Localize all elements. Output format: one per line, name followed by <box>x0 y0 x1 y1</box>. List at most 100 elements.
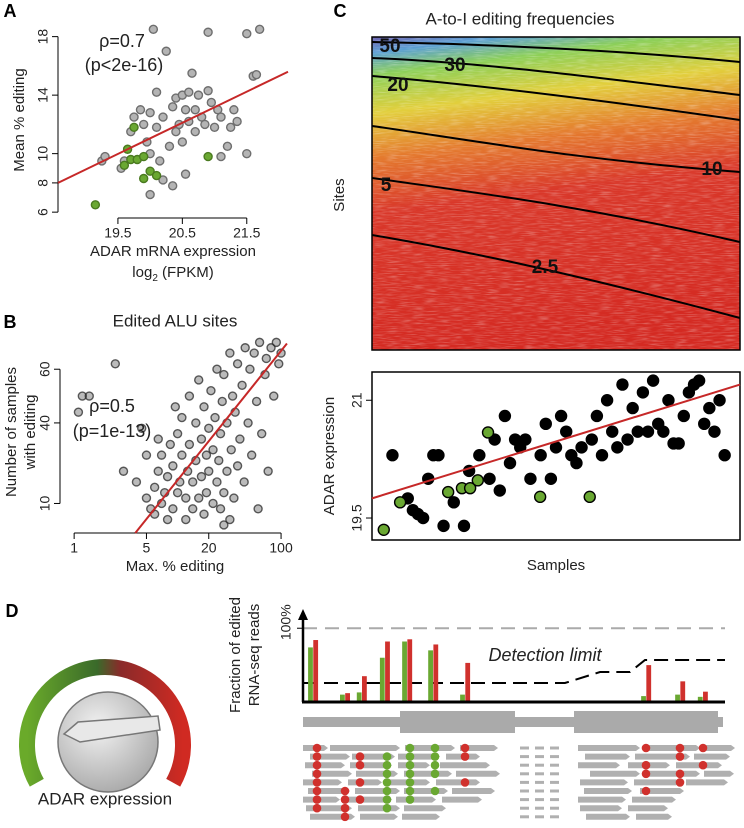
point <box>386 449 399 462</box>
point <box>261 353 272 364</box>
point <box>219 488 229 498</box>
plot-frame <box>371 371 741 541</box>
read-gap <box>535 746 544 750</box>
edit-site <box>312 795 322 804</box>
edit-site <box>405 778 415 787</box>
point <box>206 97 217 108</box>
read-gap <box>550 763 559 767</box>
read <box>578 745 640 751</box>
bar <box>641 696 646 702</box>
point <box>190 105 200 115</box>
unit-sub: 2 <box>152 273 158 284</box>
point <box>243 418 253 428</box>
point <box>151 170 162 181</box>
edit-site <box>382 778 392 787</box>
point <box>201 450 212 460</box>
edit-site <box>340 812 350 822</box>
contour-line <box>371 57 741 96</box>
point <box>524 472 537 485</box>
point <box>226 445 236 455</box>
point <box>172 488 183 498</box>
edit-site <box>675 778 685 787</box>
read-gap <box>520 815 529 819</box>
point <box>235 434 245 444</box>
fit-line <box>57 70 289 184</box>
point <box>481 426 495 439</box>
point <box>181 493 191 503</box>
edit-site <box>340 795 350 804</box>
edit-site <box>430 743 440 753</box>
y-tick-label: 10 <box>37 495 53 511</box>
point <box>200 119 210 130</box>
y-tick-label: 6 <box>35 208 51 216</box>
panel-label: B <box>4 312 17 332</box>
point <box>187 68 197 78</box>
edit-site <box>405 743 415 753</box>
read-gap <box>550 798 559 802</box>
point <box>377 523 390 536</box>
point <box>196 434 207 444</box>
point <box>239 477 249 487</box>
bar <box>340 694 345 702</box>
unit-text: log <box>132 264 152 281</box>
read-gap <box>520 755 529 759</box>
point <box>590 409 604 423</box>
read <box>640 788 684 794</box>
point <box>153 466 163 476</box>
bar <box>407 639 413 702</box>
point <box>129 122 139 133</box>
edit-site <box>698 743 708 753</box>
point <box>138 151 149 162</box>
edit-site <box>312 786 322 796</box>
point <box>77 391 88 401</box>
point <box>225 122 236 133</box>
heatmap-frame <box>371 36 741 351</box>
point <box>266 343 276 353</box>
point <box>208 445 218 455</box>
point <box>138 119 149 130</box>
point <box>168 504 178 514</box>
bar <box>697 696 703 702</box>
read-gap <box>520 746 529 750</box>
point <box>153 434 163 444</box>
knob-arc <box>19 659 191 787</box>
y-tick-label: 60 <box>37 361 53 377</box>
point <box>237 380 247 391</box>
read <box>636 813 672 820</box>
edit-site <box>312 803 322 813</box>
point <box>165 439 176 450</box>
point <box>672 437 685 450</box>
point <box>199 402 209 412</box>
point <box>249 348 259 358</box>
x-tick-label: 20.5 <box>169 225 196 241</box>
x-tick-label: 20 <box>201 540 217 556</box>
point <box>212 364 222 374</box>
point <box>242 29 252 39</box>
read <box>303 779 342 786</box>
edit-site <box>405 786 415 796</box>
point <box>184 87 194 97</box>
point <box>145 107 155 118</box>
point <box>544 472 558 485</box>
point <box>158 175 168 185</box>
point <box>595 449 609 462</box>
point <box>151 122 162 133</box>
point <box>141 493 152 503</box>
y-axis-label: with editing <box>22 394 39 470</box>
point <box>483 472 496 485</box>
y-tick-label: 21 <box>349 392 365 408</box>
read <box>355 788 400 794</box>
detection-limit <box>303 659 725 684</box>
unit-rest: (FPKM) <box>158 264 214 281</box>
read-gap <box>550 815 559 819</box>
read <box>694 753 730 760</box>
edit-site <box>312 752 322 761</box>
gene-exon <box>400 711 515 733</box>
x-tick-label: 100 <box>269 540 293 556</box>
contour-label: 30 <box>444 55 465 76</box>
contour-label: 10 <box>701 159 722 180</box>
x-axis-label: Samples <box>527 557 585 574</box>
read <box>436 779 480 786</box>
edit-site <box>675 752 685 761</box>
point <box>245 364 255 374</box>
